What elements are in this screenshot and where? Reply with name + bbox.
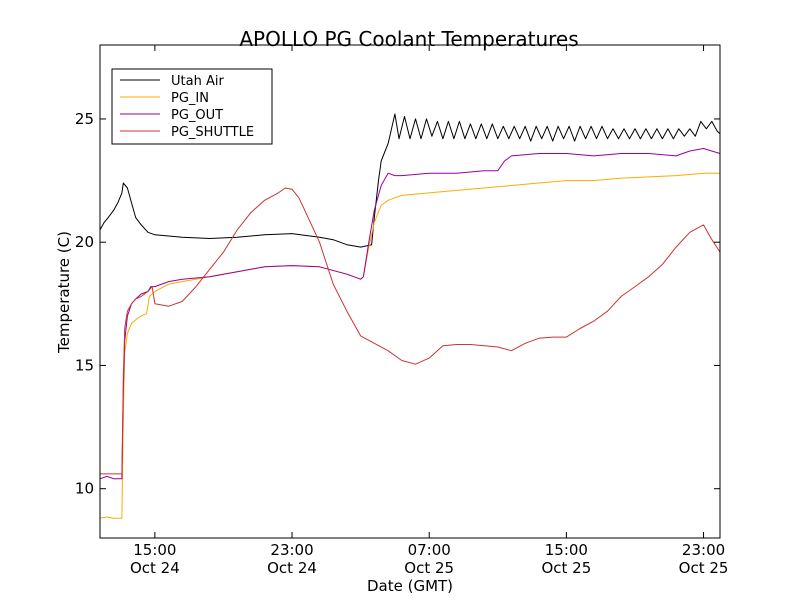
x-tick-label: 23:00 bbox=[270, 541, 313, 559]
y-tick-label: 25 bbox=[75, 110, 94, 128]
y-tick-label: 20 bbox=[75, 233, 94, 251]
series-layer bbox=[99, 113, 721, 519]
y-axis-label: Temperature (C) bbox=[55, 231, 73, 354]
legend: Utah Air PG_IN PG_OUT PG_SHUTTLE bbox=[111, 68, 273, 145]
legend-label: PG_IN bbox=[171, 91, 209, 106]
x-tick-label: 07:00 bbox=[408, 541, 451, 559]
x-axis-label: Date (GMT) bbox=[367, 577, 453, 595]
y-tick-label: 10 bbox=[75, 480, 94, 498]
plot-frame bbox=[99, 44, 721, 539]
chart-title: APOLLO PG Coolant Temperatures bbox=[239, 27, 578, 51]
x-tick-label: 15:00 bbox=[133, 541, 176, 559]
legend-items: Utah Air PG_IN PG_OUT PG_SHUTTLE bbox=[120, 74, 254, 140]
legend-label: PG_SHUTTLE bbox=[171, 125, 254, 140]
series-line-pg-out bbox=[99, 148, 721, 480]
legend-label: PG_OUT bbox=[171, 108, 223, 123]
series-line-pg-in bbox=[99, 172, 720, 519]
x-tick-label-date: Oct 25 bbox=[679, 559, 729, 577]
series-line-utah-air bbox=[99, 113, 721, 248]
legend-label: Utah Air bbox=[171, 74, 224, 89]
x-tick-label: 23:00 bbox=[682, 541, 725, 559]
x-tick-label-date: Oct 24 bbox=[267, 559, 317, 577]
series-line-pg-shuttle bbox=[100, 187, 721, 475]
x-tick-label-date: Oct 24 bbox=[130, 559, 180, 577]
y-tick-label: 15 bbox=[75, 356, 94, 374]
x-tick-label-date: Oct 25 bbox=[404, 559, 454, 577]
x-tick-label: 15:00 bbox=[545, 541, 588, 559]
x-tick-label-date: Oct 25 bbox=[541, 559, 591, 577]
